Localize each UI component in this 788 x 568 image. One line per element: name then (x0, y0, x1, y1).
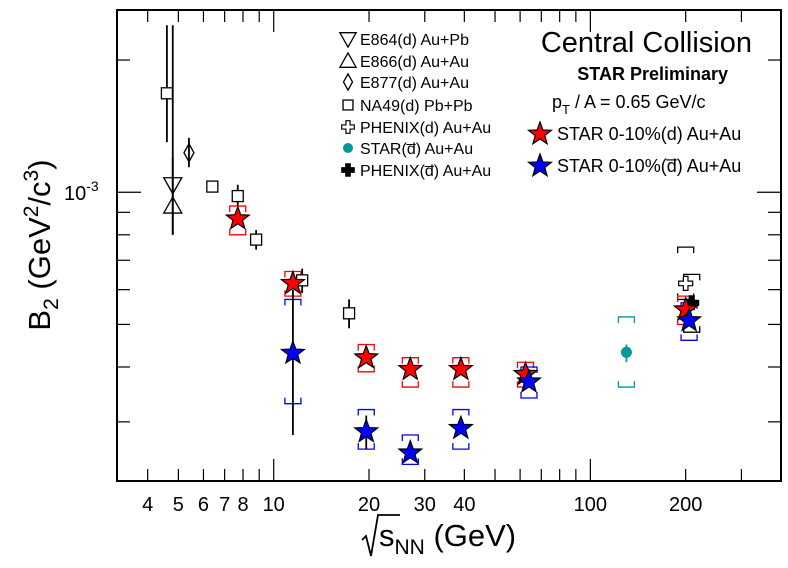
x-tick-label: 100 (574, 494, 607, 516)
systematic-bracket (452, 408, 470, 450)
legend-marker-star-red (526, 120, 554, 146)
legend-label: STAR 0-10%(d̅) Au+Au (557, 156, 741, 176)
x-axis-label-sub: NN (395, 536, 425, 559)
x-axis-label-s: s (379, 518, 395, 553)
y-axis-label: B2 (GeV2/c3) (20, 159, 63, 330)
x-axis-label-unit: (GeV) (425, 518, 516, 553)
data-point-square (342, 307, 356, 320)
legend-marker-cross-filled (341, 163, 355, 177)
x-tick-label: 200 (669, 494, 702, 516)
data-point-square (231, 189, 244, 203)
legend-marker-tri-down (338, 32, 358, 49)
legend-label: PHENIX(d̅) Au+Au (360, 163, 491, 180)
x-tick-label: 5 (173, 494, 184, 516)
y-axis-label-unit3: ) (22, 159, 57, 169)
y-axis-label-sup2: 3 (20, 170, 43, 182)
data-point-star-red (397, 355, 424, 381)
svg-text:sNN (GeV): sNN (GeV) (379, 518, 516, 559)
data-point-cross-open (678, 275, 694, 292)
data-point-star-blue (676, 306, 703, 332)
data-point-square (206, 180, 219, 193)
data-point-tri-up (162, 195, 183, 214)
legend-marker-circle-teal (343, 143, 353, 153)
pt-annotation-rest: / A = 0.65 GeV/c (570, 92, 706, 112)
data-point-star-blue (515, 368, 543, 394)
x-tick-label: 10 (263, 494, 285, 516)
systematic-bracket (401, 434, 419, 466)
data-point-star-blue (447, 414, 474, 440)
data-point-tri-down (162, 177, 183, 196)
x-axis-label: sNN (GeV) (361, 514, 516, 559)
data-point-star-red (279, 269, 306, 295)
x-tick-label: 40 (453, 494, 475, 516)
x-tick-label: 20 (358, 494, 380, 516)
y-axis-label-unit2: /c (22, 181, 57, 205)
data-point-star-red (224, 205, 251, 230)
data-point-star-blue (397, 439, 424, 465)
x-tick-label: 4 (142, 494, 153, 516)
legend-label: E877(d) Au+Au (360, 75, 469, 92)
data-point-star-red (672, 295, 699, 321)
legend-label: E866(d) Au+Au (360, 54, 469, 71)
legend-marker-square (342, 99, 354, 111)
legend-marker-tri-up (338, 51, 358, 68)
chart-title: Central Collision (541, 27, 752, 59)
data-point-star-blue (279, 339, 306, 365)
legend-marker-cross-open (341, 120, 355, 134)
data-point-square (160, 87, 174, 100)
legend-label: PHENIX(d) Au+Au (360, 120, 491, 137)
x-tick-label: 8 (237, 494, 248, 516)
legend-label: STAR 0-10%(d) Au+Au (557, 124, 741, 144)
x-tick-label: 7 (219, 494, 230, 516)
x-tick-label: 6 (198, 494, 209, 516)
legend-label: STAR(d̅) Au+Au (360, 141, 473, 158)
data-point-circle-teal (620, 346, 632, 358)
data-point-star-red (447, 355, 474, 381)
pt-annotation-sub: T (562, 102, 570, 117)
plot-frame (116, 9, 782, 482)
systematic-bracket (617, 316, 636, 388)
y-axis-label-unit1: (GeV (22, 217, 57, 298)
data-point-square (249, 233, 263, 246)
y-axis-label-sup1: 2 (20, 206, 43, 218)
x-tick-label: 30 (414, 494, 436, 516)
data-point-star-blue (353, 417, 380, 443)
legend-marker-diamond (342, 72, 354, 92)
systematic-bracket (677, 246, 695, 301)
data-point-diamond (183, 142, 195, 164)
legend-marker-star-blue (526, 152, 554, 178)
legend-label: NA49(d) Pb+Pb (360, 98, 473, 115)
data-point-star-red (353, 343, 380, 369)
sqrt-sign (361, 514, 400, 557)
y-axis-label-b: B (22, 310, 57, 331)
pt-annotation-p: p (552, 92, 562, 112)
pt-annotation: pT / A = 0.65 GeV/c (552, 92, 706, 117)
y-axis-label-sub: 2 (40, 298, 63, 310)
legend-label: E864(d) Au+Pb (360, 32, 469, 49)
y-tick-label: 10-3 (64, 178, 99, 205)
chart-subtitle: STAR Preliminary (577, 64, 728, 84)
